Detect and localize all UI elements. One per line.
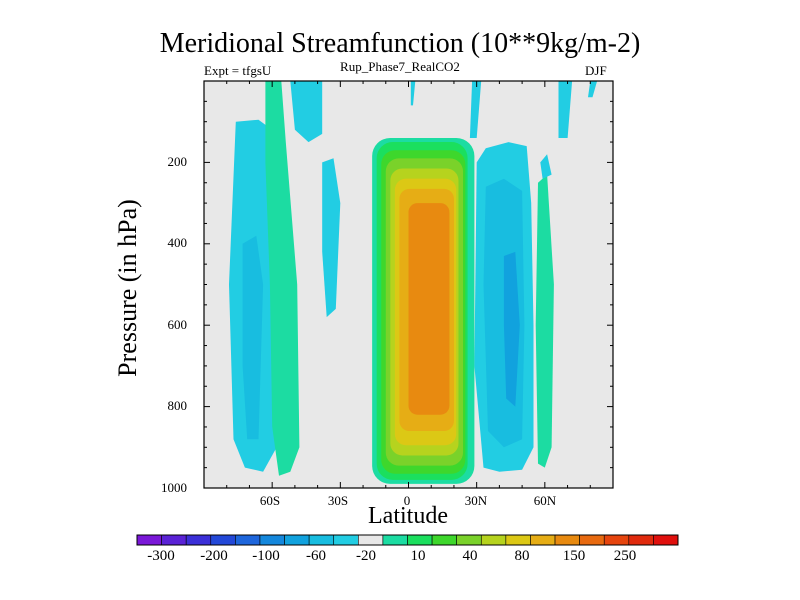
contour-field bbox=[229, 81, 598, 484]
colorbar-swatch bbox=[358, 534, 384, 546]
subtitle-left: Expt = tfgsU bbox=[204, 63, 272, 78]
colorbar-label: 80 bbox=[514, 548, 530, 564]
positive-band-sh bbox=[265, 81, 300, 476]
colorbar-swatch bbox=[259, 534, 285, 546]
colorbar-swatch bbox=[456, 534, 482, 546]
colorbar-swatch bbox=[308, 534, 335, 546]
y-tick-label: 200 bbox=[167, 154, 188, 169]
colorbar-swatch bbox=[431, 534, 457, 546]
colorbar-swatch bbox=[554, 534, 580, 546]
colorbar-label: -300 bbox=[147, 548, 175, 564]
x-tick-label: 30S bbox=[327, 493, 349, 508]
subtitle-right: DJF bbox=[585, 63, 607, 78]
negative-core-nh bbox=[503, 251, 520, 407]
colorbar-swatch bbox=[603, 534, 630, 546]
colorbar-swatch bbox=[505, 534, 531, 546]
colorbar-swatch bbox=[333, 534, 359, 546]
y-tick-label: 600 bbox=[167, 317, 188, 332]
chart-title: Meridional Streamfunction (10**9kg/m-2) bbox=[159, 28, 641, 59]
colorbar-swatch bbox=[161, 534, 187, 546]
colorbar-label: 250 bbox=[613, 548, 637, 564]
colorbar-swatch bbox=[480, 534, 507, 546]
x-tick-label: 60N bbox=[533, 493, 557, 508]
colorbar-swatch bbox=[653, 534, 679, 546]
x-tick-label: 60S bbox=[259, 493, 281, 508]
colorbar-label: 40 bbox=[462, 548, 478, 564]
colorbar-swatch bbox=[407, 534, 433, 546]
negative-core-sh bbox=[242, 235, 264, 440]
negative-streak-hl bbox=[558, 81, 573, 138]
negative-column-30s bbox=[322, 158, 341, 318]
y-tick-label: 1000 bbox=[161, 480, 187, 495]
colorbar-label: -100 bbox=[252, 548, 280, 564]
colorbar-swatch bbox=[382, 534, 408, 546]
negative-tip-equator bbox=[410, 81, 416, 106]
colorbar-swatch bbox=[579, 534, 605, 546]
colorbar-label: -20 bbox=[356, 548, 376, 564]
negative-blob-top-sh bbox=[290, 81, 323, 143]
colorbar-label: -60 bbox=[306, 548, 326, 564]
colorbar-swatch bbox=[284, 534, 310, 546]
colorbar-swatch bbox=[185, 534, 212, 546]
colorbar-label: 10 bbox=[410, 548, 426, 564]
colorbar-swatch bbox=[235, 534, 261, 546]
negative-streak-nh bbox=[469, 81, 482, 138]
y-axis-label: Pressure (in hPa) bbox=[113, 199, 142, 377]
positive-cell-peak bbox=[408, 203, 450, 415]
x-axis-label: Latitude bbox=[368, 503, 448, 529]
colorbar-swatch bbox=[210, 534, 236, 546]
positive-column-nh bbox=[535, 174, 554, 468]
colorbar-frame bbox=[136, 534, 679, 546]
negative-cap-nh bbox=[540, 154, 552, 179]
colorbar-swatch bbox=[628, 534, 654, 546]
y-tick-label: 400 bbox=[167, 235, 188, 250]
y-tick-label: 800 bbox=[167, 398, 188, 413]
colorbar-label: -200 bbox=[200, 548, 228, 564]
colorbar-label: 150 bbox=[562, 548, 586, 564]
x-tick-label: 30N bbox=[464, 493, 488, 508]
colorbar-swatch bbox=[530, 534, 556, 546]
x-tick-label: 0 bbox=[403, 493, 411, 508]
subtitle-center: Rup_Phase7_RealCO2 bbox=[340, 59, 460, 74]
colorbar-swatch bbox=[136, 534, 162, 546]
negative-tip-top bbox=[588, 81, 598, 98]
